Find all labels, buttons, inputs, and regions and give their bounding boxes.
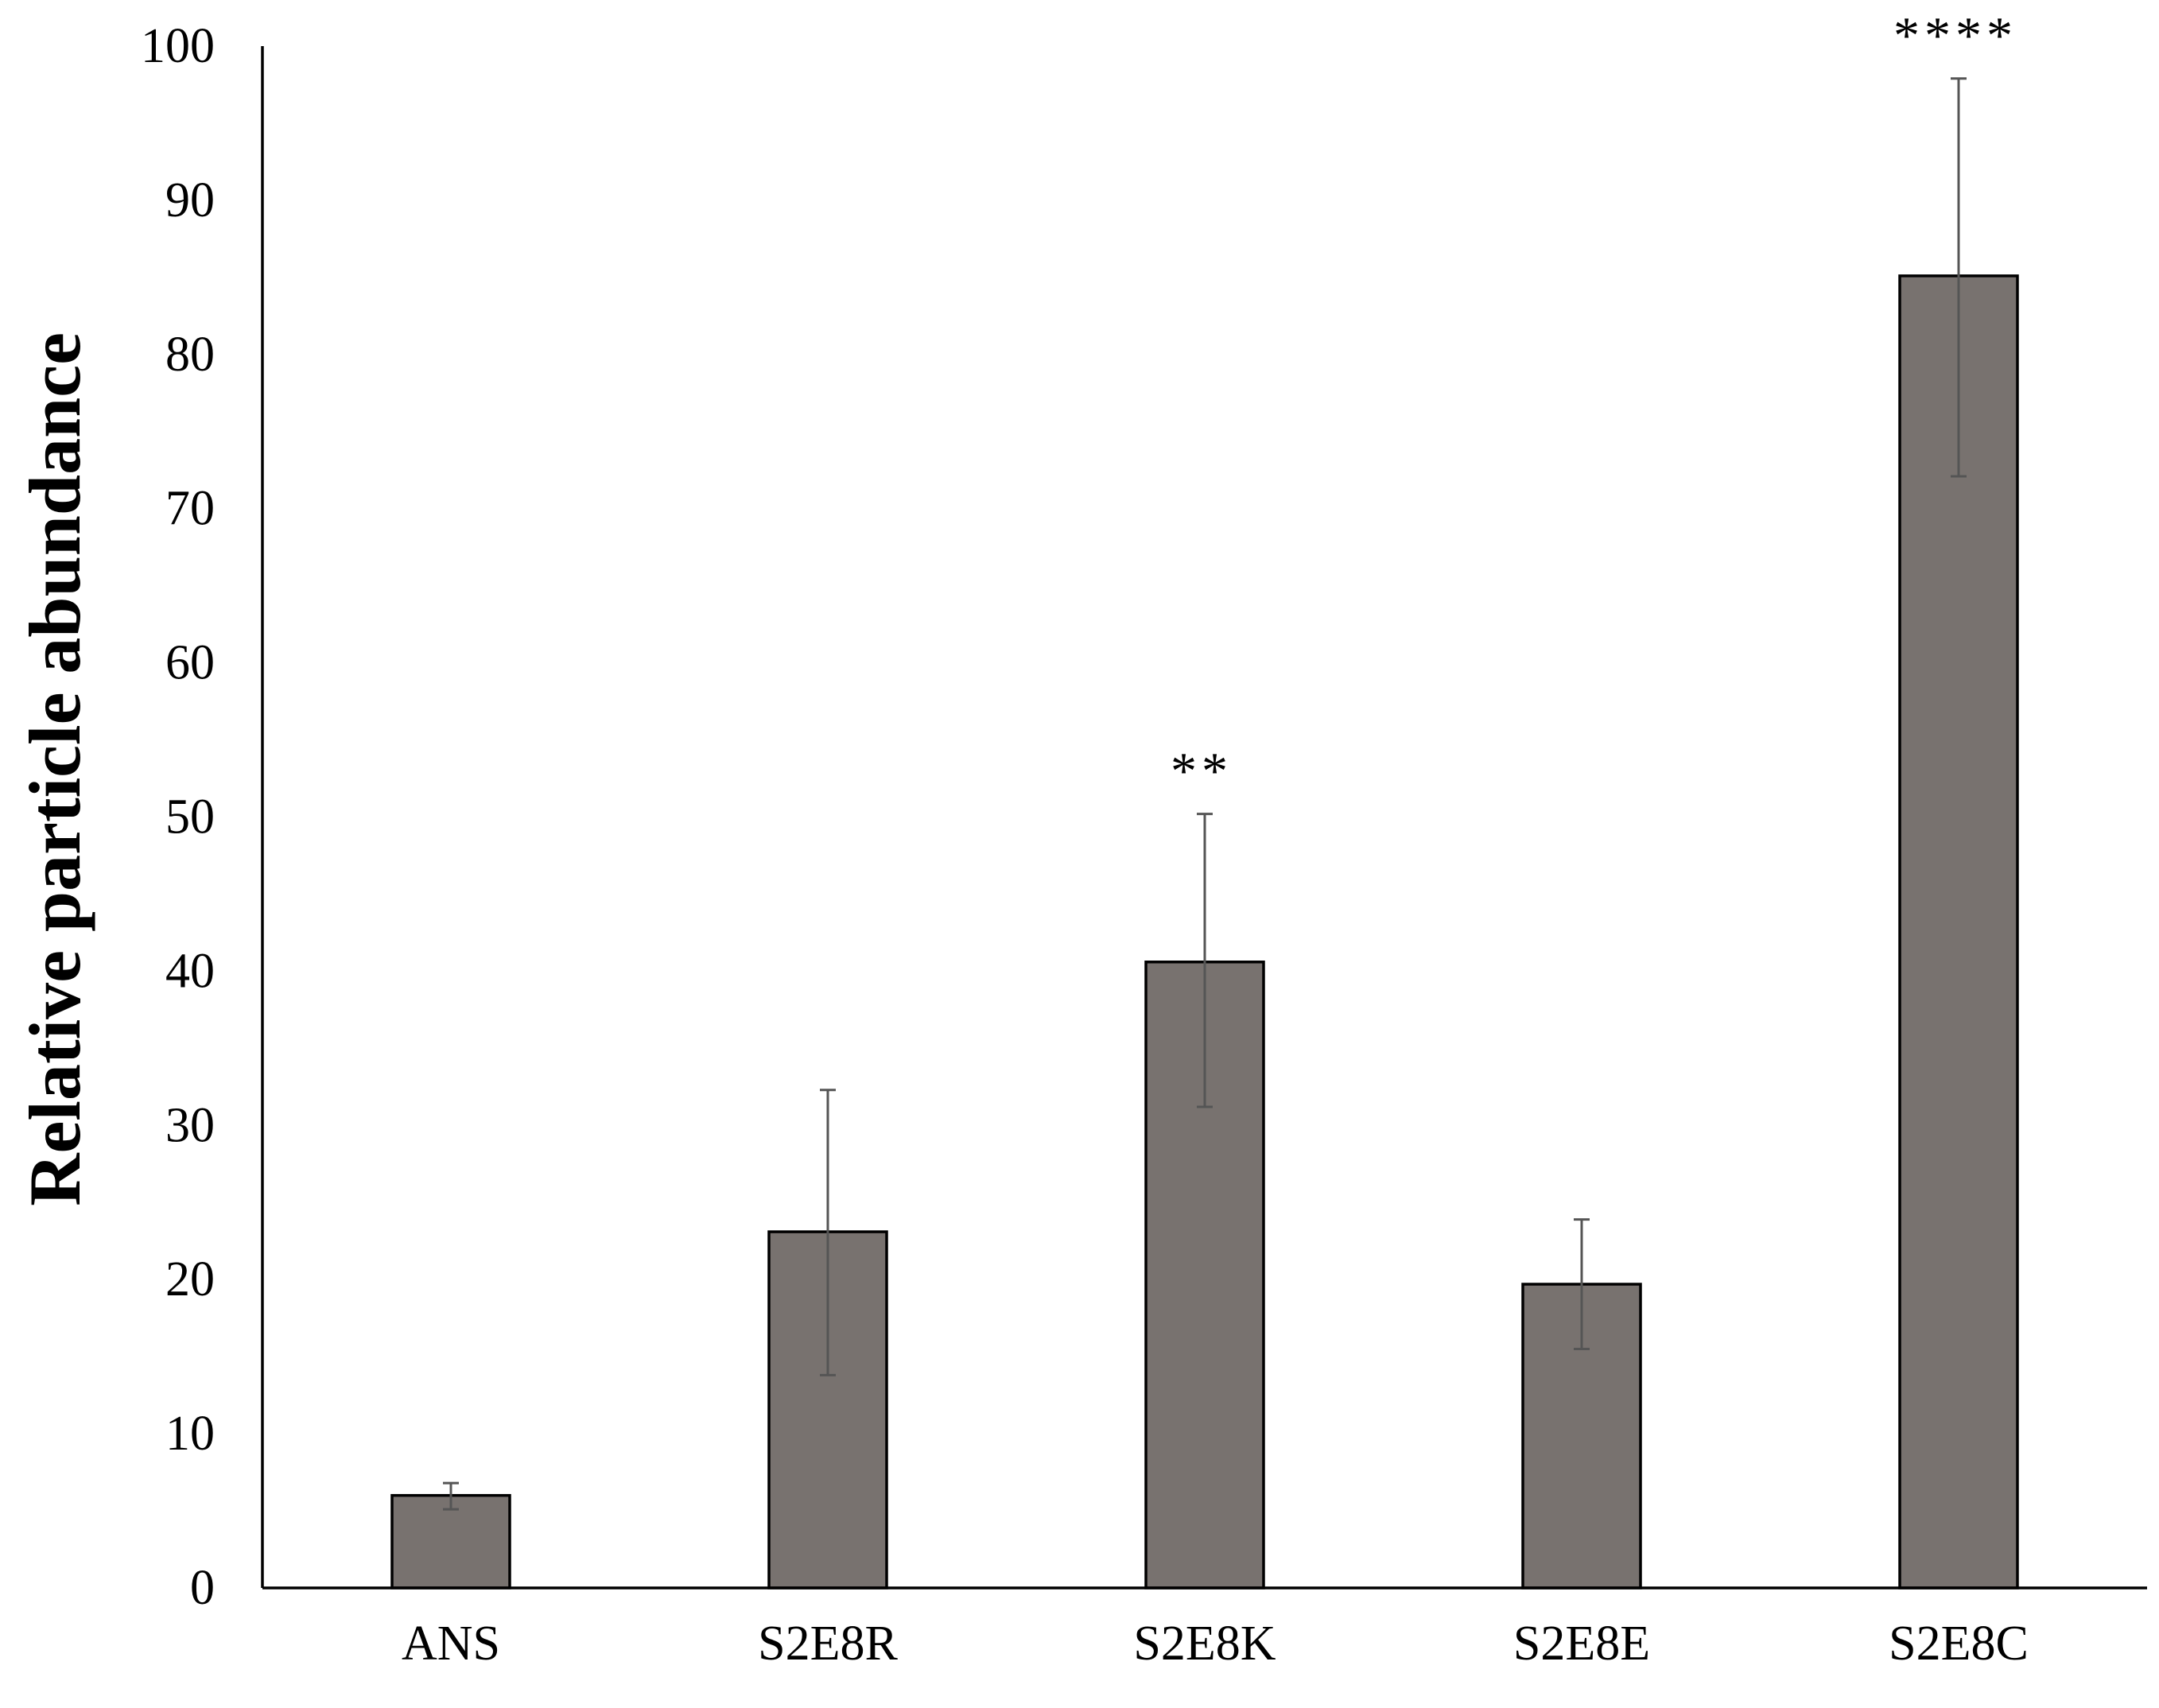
y-axis-title: Relative particle abundance xyxy=(14,332,95,1206)
y-tick-label: 60 xyxy=(165,636,215,690)
y-tick-label: 50 xyxy=(165,790,215,844)
y-tick-label: 100 xyxy=(141,19,215,73)
error-bar-s2e8k xyxy=(1197,813,1213,1108)
bar-ans xyxy=(390,1493,511,1590)
y-tick-label: 20 xyxy=(165,1252,215,1306)
significance-labels: ****** xyxy=(1171,7,2017,801)
error-bar-s2e8c xyxy=(1951,77,1967,478)
y-tick-label: 10 xyxy=(165,1407,215,1461)
y-tick-label: 90 xyxy=(165,173,215,227)
significance-marker: ** xyxy=(1171,743,1233,801)
y-tick-labels: 0 10 20 30 40 50 60 70 80 90 100 xyxy=(141,19,215,1615)
x-tick-label: ANS xyxy=(402,1617,500,1671)
x-tick-label: S2E8R xyxy=(758,1617,898,1671)
bar-s2e8c xyxy=(1898,274,2019,1590)
error-bar-s2e8r xyxy=(820,1089,836,1376)
y-tick-label: 80 xyxy=(165,328,215,382)
y-tick-label: 30 xyxy=(165,1098,215,1152)
bar-s2e8e xyxy=(1521,1283,1642,1590)
error-bar-s2e8e xyxy=(1574,1218,1590,1350)
x-tick-labels: ANS S2E8R S2E8K S2E8E S2E8C xyxy=(402,1617,2029,1671)
y-tick-label: 40 xyxy=(165,944,215,998)
x-tick-label: S2E8E xyxy=(1513,1617,1650,1671)
y-tick-label: 70 xyxy=(165,482,215,536)
y-tick-label: 0 xyxy=(190,1561,215,1615)
error-bars-layer xyxy=(443,77,1967,1511)
error-bar-ans xyxy=(443,1481,459,1511)
significance-marker: **** xyxy=(1893,7,2017,65)
axes-layer xyxy=(261,46,2147,1590)
x-tick-label: S2E8K xyxy=(1133,1617,1276,1671)
x-tick-label: S2E8C xyxy=(1889,1617,2029,1671)
